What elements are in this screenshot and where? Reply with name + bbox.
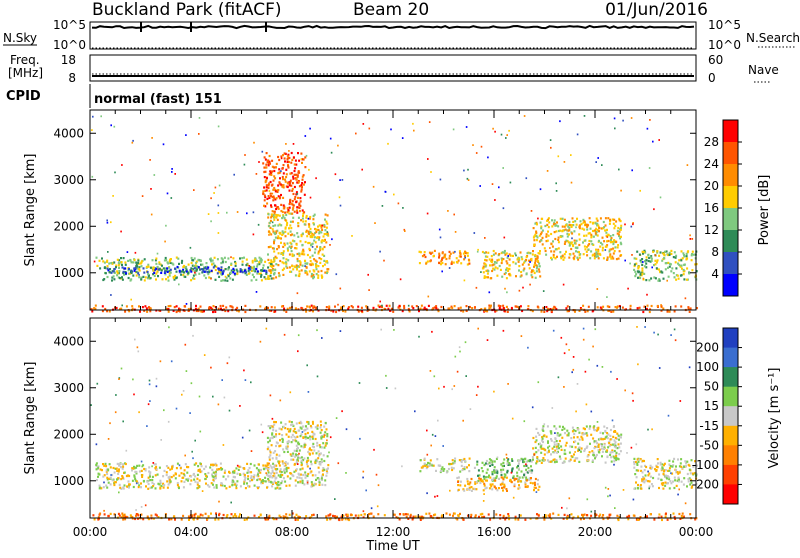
velocity-panel: 1000 2000 3000 4000 Slant Range [km] 200 100… — [23, 317, 782, 554]
time-tick-label: 20:00 — [578, 525, 613, 539]
power-colorbar-swatch — [723, 120, 738, 143]
noise-tick-bottom-left: 10^0 — [53, 38, 86, 52]
noise-tick-bottom-right: 10^0 — [708, 38, 741, 52]
time-tick-label: 00:00 — [679, 525, 714, 539]
power-echo-region — [103, 265, 268, 275]
power-echo-region — [262, 151, 307, 215]
freq-label-2: [MHz] — [8, 66, 43, 80]
power-echo-region — [418, 249, 471, 266]
time-tick-label: 16:00 — [477, 525, 512, 539]
power-colorbar-swatch — [723, 164, 738, 187]
velocity-echo-region — [473, 457, 534, 483]
velocity-colorbar-tick: -50 — [699, 438, 719, 452]
velocity-ytick-label: 2000 — [53, 427, 84, 441]
freq-tick-bottom: 8 — [68, 71, 76, 85]
velocity-echo-region — [633, 457, 698, 490]
velocity-echo-region — [531, 425, 623, 465]
velocity-colorbar-tick: -100 — [692, 458, 719, 472]
velocity-colorbar-swatch — [723, 425, 738, 446]
velocity-colorbar-swatch — [723, 464, 738, 485]
power-colorbar-tick: 4 — [711, 267, 719, 281]
power-ytick-label: 3000 — [53, 173, 84, 187]
frequency-panel: Freq. [MHz] 18 8 60 0 Nave — [8, 53, 779, 85]
station-title: Buckland Park (fitACF) — [92, 0, 282, 20]
freq-tick-top: 18 — [61, 53, 76, 67]
nave-tick-bottom: 0 — [708, 71, 716, 85]
power-colorbar-tick: 12 — [704, 223, 719, 237]
nsearch-label: N.Search — [746, 31, 800, 45]
power-colorbar-label: Power [dB] — [757, 175, 772, 246]
velocity-echo-region — [266, 420, 330, 488]
power-colorbar-swatch — [723, 208, 738, 231]
power-colorbar-swatch — [723, 186, 738, 209]
cpid-label: CPID — [6, 89, 41, 104]
power-ylabel: Slant Range [km] — [23, 154, 38, 267]
velocity-echo-region — [456, 476, 541, 492]
velocity-colorbar-tick: 200 — [696, 341, 719, 355]
time-tick-label: 12:00 — [376, 525, 411, 539]
power-echo-region — [90, 304, 698, 314]
velocity-ytick-label: 1000 — [53, 474, 84, 488]
power-colorbar-tick: 24 — [704, 157, 719, 171]
freq-label-1: Freq. — [10, 53, 40, 67]
beam-label: Beam 20 — [353, 0, 429, 20]
velocity-colorbar-tick: 15 — [704, 399, 719, 413]
time-axis-label: Time UT — [365, 539, 419, 554]
power-echo-region — [267, 212, 330, 280]
power-colorbar-swatch — [723, 274, 738, 297]
velocity-colorbar-tick: -15 — [699, 419, 719, 433]
noise-tick-top-left: 10^5 — [53, 18, 86, 32]
power-frame — [89, 109, 697, 311]
velocity-ytick-label: 4000 — [53, 334, 84, 348]
power-ytick-label: 1000 — [53, 266, 84, 280]
velocity-ylabel: Slant Range [km] — [23, 362, 38, 475]
time-tick-label: 04:00 — [174, 525, 209, 539]
power-colorbar-tick: 8 — [711, 245, 719, 259]
power-colorbar-swatch — [723, 142, 738, 165]
velocity-colorbar-tick: 100 — [696, 360, 719, 374]
velocity-colorbar-swatch — [723, 445, 738, 466]
noise-panel: N.Sky 10^5 10^0 10^5 10^0 N.Search — [3, 18, 800, 52]
power-colorbar-swatch — [723, 230, 738, 253]
power-colorbar-tick: 28 — [704, 135, 719, 149]
power-ytick-label: 2000 — [53, 219, 84, 233]
date-label: 01/Jun/2016 — [605, 0, 708, 20]
velocity-colorbar-label: Velocity [m s⁻¹] — [767, 368, 782, 469]
power-panel: 1000 2000 3000 4000 Slant Range [km] 28 24 20… — [23, 109, 772, 314]
velocity-colorbar-swatch — [723, 328, 738, 349]
power-colorbar-tick: 16 — [704, 201, 719, 215]
velocity-echo-region — [95, 462, 282, 490]
velocity-colorbar-tick: -200 — [692, 477, 719, 491]
velocity-colorbar-swatch — [723, 484, 738, 505]
nave-tick-top: 60 — [708, 53, 723, 67]
velocity-echo-region — [92, 512, 698, 522]
power-echo-region — [481, 249, 542, 280]
nsky-label: N.Sky — [3, 31, 37, 45]
velocity-colorbar-swatch — [723, 386, 738, 407]
power-noise-scatter — [91, 115, 694, 307]
cpid-row: CPID normal (fast) 151 — [6, 84, 222, 108]
velocity-colorbar-swatch — [723, 406, 738, 427]
noise-tick-top-right: 10^5 — [708, 18, 741, 32]
velocity-noise-scatter — [90, 326, 691, 513]
velocity-colorbar-tick: 50 — [704, 380, 719, 394]
power-ytick-label: 4000 — [53, 126, 84, 140]
velocity-ytick-label: 3000 — [53, 381, 84, 395]
velocity-echo-region — [419, 457, 471, 474]
cpid-text: normal (fast) 151 — [94, 92, 222, 107]
time-tick-label: 00:00 — [73, 525, 108, 539]
velocity-colorbar-swatch — [723, 367, 738, 388]
nave-label: Nave — [748, 63, 779, 77]
power-echo-region — [532, 217, 623, 261]
velocity-colorbar-swatch — [723, 347, 738, 368]
power-colorbar-swatch — [723, 252, 738, 275]
power-colorbar-tick: 20 — [704, 179, 719, 193]
power-echo-region — [633, 249, 698, 282]
time-tick-label: 08:00 — [275, 525, 310, 539]
